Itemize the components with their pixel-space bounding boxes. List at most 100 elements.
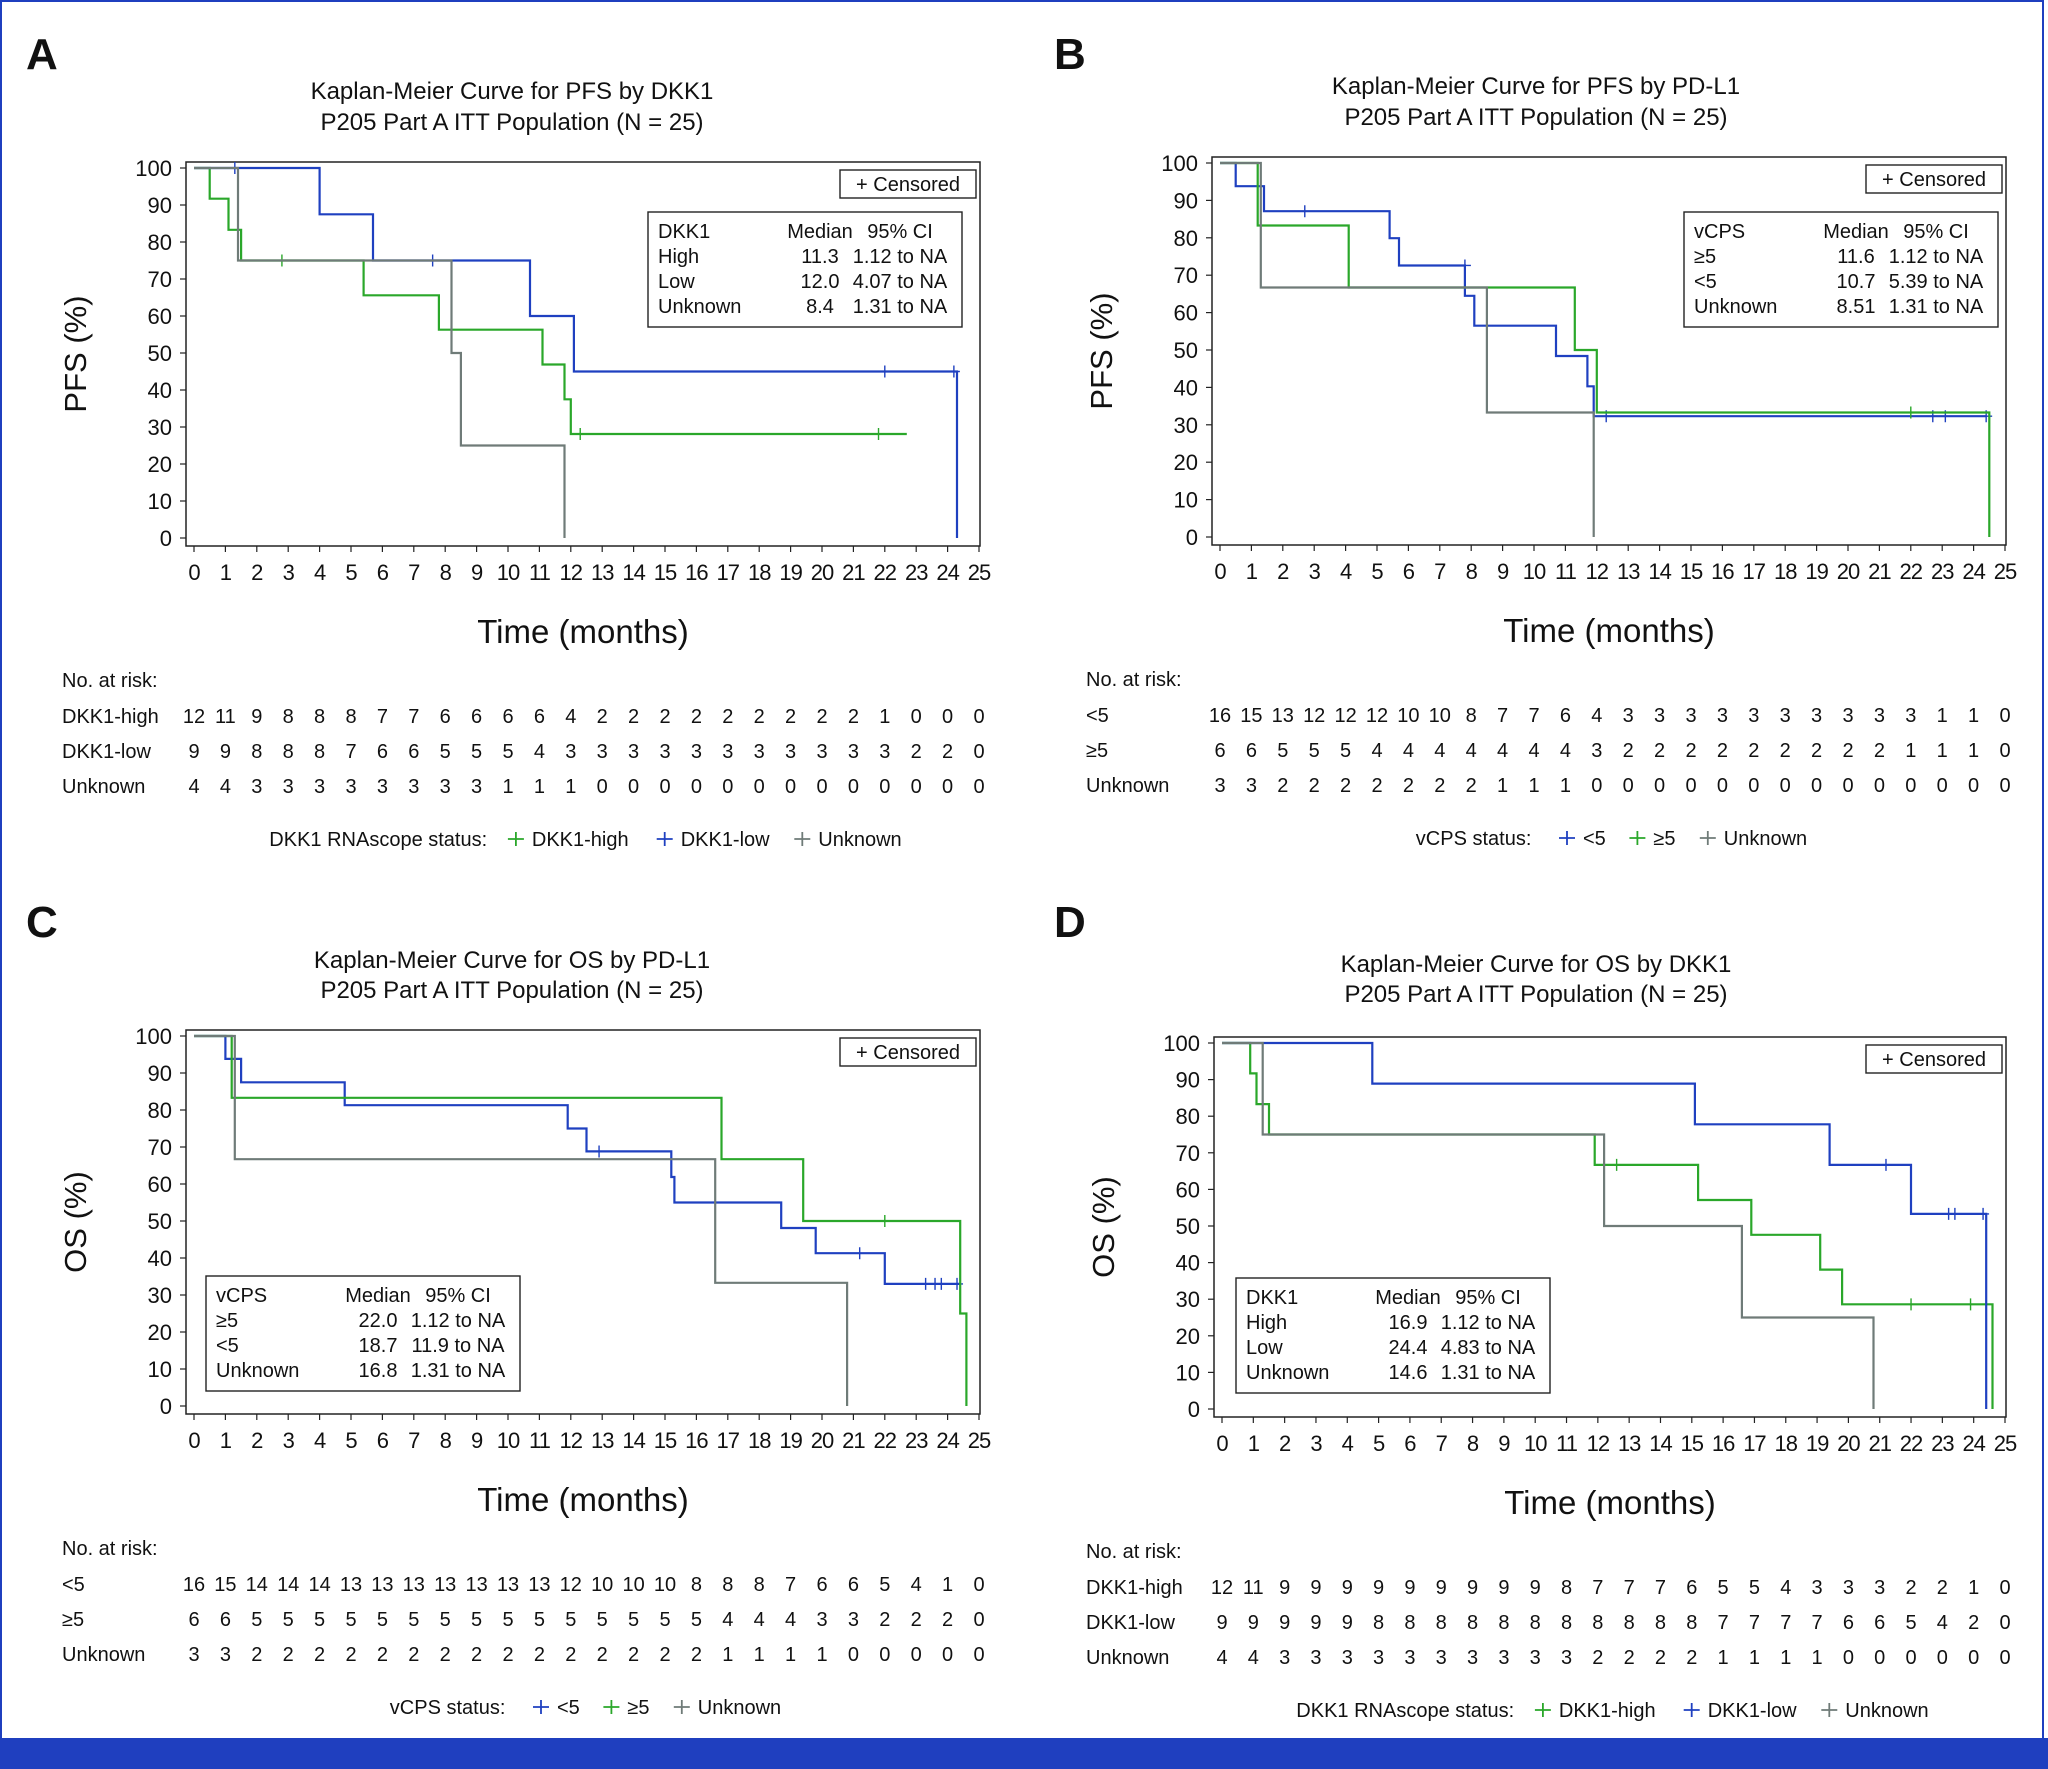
x-tick-label: 21 [1868, 1431, 1891, 1456]
legend-title: DKK1 RNAscope status: [269, 829, 487, 851]
risk-count: 3 [754, 741, 765, 763]
x-tick-label: 4 [1340, 559, 1352, 584]
y-tick-label: 10 [1174, 488, 1198, 513]
risk-count: 0 [1905, 775, 1916, 797]
risk-count: 5 [565, 1609, 576, 1631]
risk-count: 8 [1655, 1612, 1666, 1634]
x-tick-label: 7 [408, 560, 420, 585]
risk-count: 3 [440, 776, 451, 798]
risk-count: 2 [1780, 740, 1791, 762]
risk-count: 2 [911, 741, 922, 763]
risk-count: 9 [1436, 1577, 1447, 1599]
x-tick-label: 4 [1342, 1431, 1354, 1456]
risk-row-label: <5 [1086, 705, 1109, 727]
legend-swatch-DKK1-high [507, 832, 524, 846]
risk-count: 3 [848, 1609, 859, 1631]
risk-count: 4 [1591, 705, 1602, 727]
risk-count: 4 [911, 1574, 922, 1596]
y-tick-label: 80 [148, 230, 172, 255]
risk-count: 12 [1366, 705, 1388, 727]
panel-letter: B [1054, 30, 1086, 79]
censor-mark [1905, 1298, 1918, 1311]
risk-count: 5 [345, 1609, 356, 1631]
km-line-≥5 [194, 1034, 968, 1406]
risk-count: 4 [1371, 740, 1382, 762]
table-cell: Low [658, 271, 695, 293]
table-cell: 1.12 to NA [1441, 1312, 1536, 1334]
x-tick-label: 7 [1436, 1431, 1448, 1456]
x-tick-label: 19 [1806, 1431, 1829, 1456]
x-tick-label: 20 [1837, 559, 1860, 584]
y-tick-label: 20 [148, 452, 172, 477]
table-header-cell: 95% CI [1903, 221, 1969, 243]
risk-count: 2 [1623, 740, 1634, 762]
risk-count: 4 [1466, 740, 1477, 762]
km-line-DKK1-low [194, 166, 959, 538]
risk-count: 0 [1905, 1647, 1916, 1669]
y-tick-label: 60 [1176, 1177, 1200, 1202]
risk-count: 2 [251, 1644, 262, 1666]
panel-a: A Kaplan-Meier Curve for PFS by DKK1 P20… [0, 0, 1024, 868]
risk-count: 3 [283, 776, 294, 798]
censor-mark [1879, 1158, 1892, 1171]
panel-c: C Kaplan-Meier Curve for OS by PD-L1 P20… [0, 868, 1024, 1736]
series-legend: vCPS status: <5 ≥5 Unknown [1416, 828, 1807, 850]
y-tick-label: 100 [1161, 151, 1198, 176]
risk-count: 4 [1248, 1647, 1259, 1669]
x-tick-label: 11 [529, 560, 551, 585]
risk-count: 2 [691, 1644, 702, 1666]
x-tick-label: 1 [1248, 1431, 1260, 1456]
risk-count: 2 [1309, 775, 1320, 797]
risk-row-label: Unknown [1086, 1647, 1169, 1669]
x-tick-label: 16 [685, 1428, 708, 1453]
censor-mark [878, 1215, 891, 1227]
y-tick-label: 20 [148, 1320, 172, 1345]
table-cell: 1.31 to NA [1889, 296, 1984, 318]
x-tick-label: 16 [1712, 1431, 1735, 1456]
x-tick-label: 13 [591, 1428, 614, 1453]
table-cell: High [1246, 1312, 1287, 1334]
km-line-DKK1-low [1222, 1041, 1988, 1409]
risk-count: 0 [911, 776, 922, 798]
x-tick-label: 3 [1310, 1431, 1322, 1456]
table-cell: 1.12 to NA [411, 1310, 506, 1332]
risk-count: 13 [371, 1574, 393, 1596]
risk-count: 0 [1843, 1647, 1854, 1669]
x-tick-label: 23 [1931, 559, 1954, 584]
risk-count: 3 [1748, 705, 1759, 727]
table-cell: 18.7 [359, 1335, 398, 1357]
risk-count: 6 [440, 706, 451, 728]
risk-count: 0 [1623, 775, 1634, 797]
risk-count: 2 [785, 706, 796, 728]
legend-label: DKK1-high [1559, 1700, 1656, 1722]
x-tick-label: 20 [811, 1428, 834, 1453]
risk-count: 2 [1686, 1647, 1697, 1669]
x-tick-label: 3 [1309, 559, 1321, 584]
legend-label: DKK1-low [1708, 1700, 1797, 1722]
x-tick-label: 14 [1649, 1431, 1672, 1456]
risk-count: 7 [1655, 1577, 1666, 1599]
panel-letter: A [26, 30, 58, 79]
risk-count: 3 [1843, 1577, 1854, 1599]
risk-count: 3 [1874, 705, 1885, 727]
risk-count: 1 [1905, 740, 1916, 762]
table-cell: 8.4 [806, 296, 834, 318]
no-at-risk-label: No. at risk: [1086, 669, 1182, 691]
x-tick-label: 24 [936, 1428, 959, 1453]
risk-count: 6 [377, 741, 388, 763]
risk-count: 7 [1497, 705, 1508, 727]
x-tick-label: 7 [408, 1428, 420, 1453]
x-axis-label: Time (months) [1503, 612, 1714, 649]
risk-count: 0 [754, 776, 765, 798]
censor-mark [1948, 1207, 1961, 1220]
risk-count: 2 [848, 706, 859, 728]
risk-count: 1 [1937, 740, 1948, 762]
censored-legend-box [1865, 1044, 2003, 1074]
x-tick-label: 2 [251, 560, 263, 585]
censored-legend-label: + Censored [1882, 169, 1986, 191]
risk-count: 3 [1591, 740, 1602, 762]
risk-count: 2 [565, 1644, 576, 1666]
risk-count: 3 [1685, 705, 1696, 727]
risk-count: 2 [1624, 1647, 1635, 1669]
